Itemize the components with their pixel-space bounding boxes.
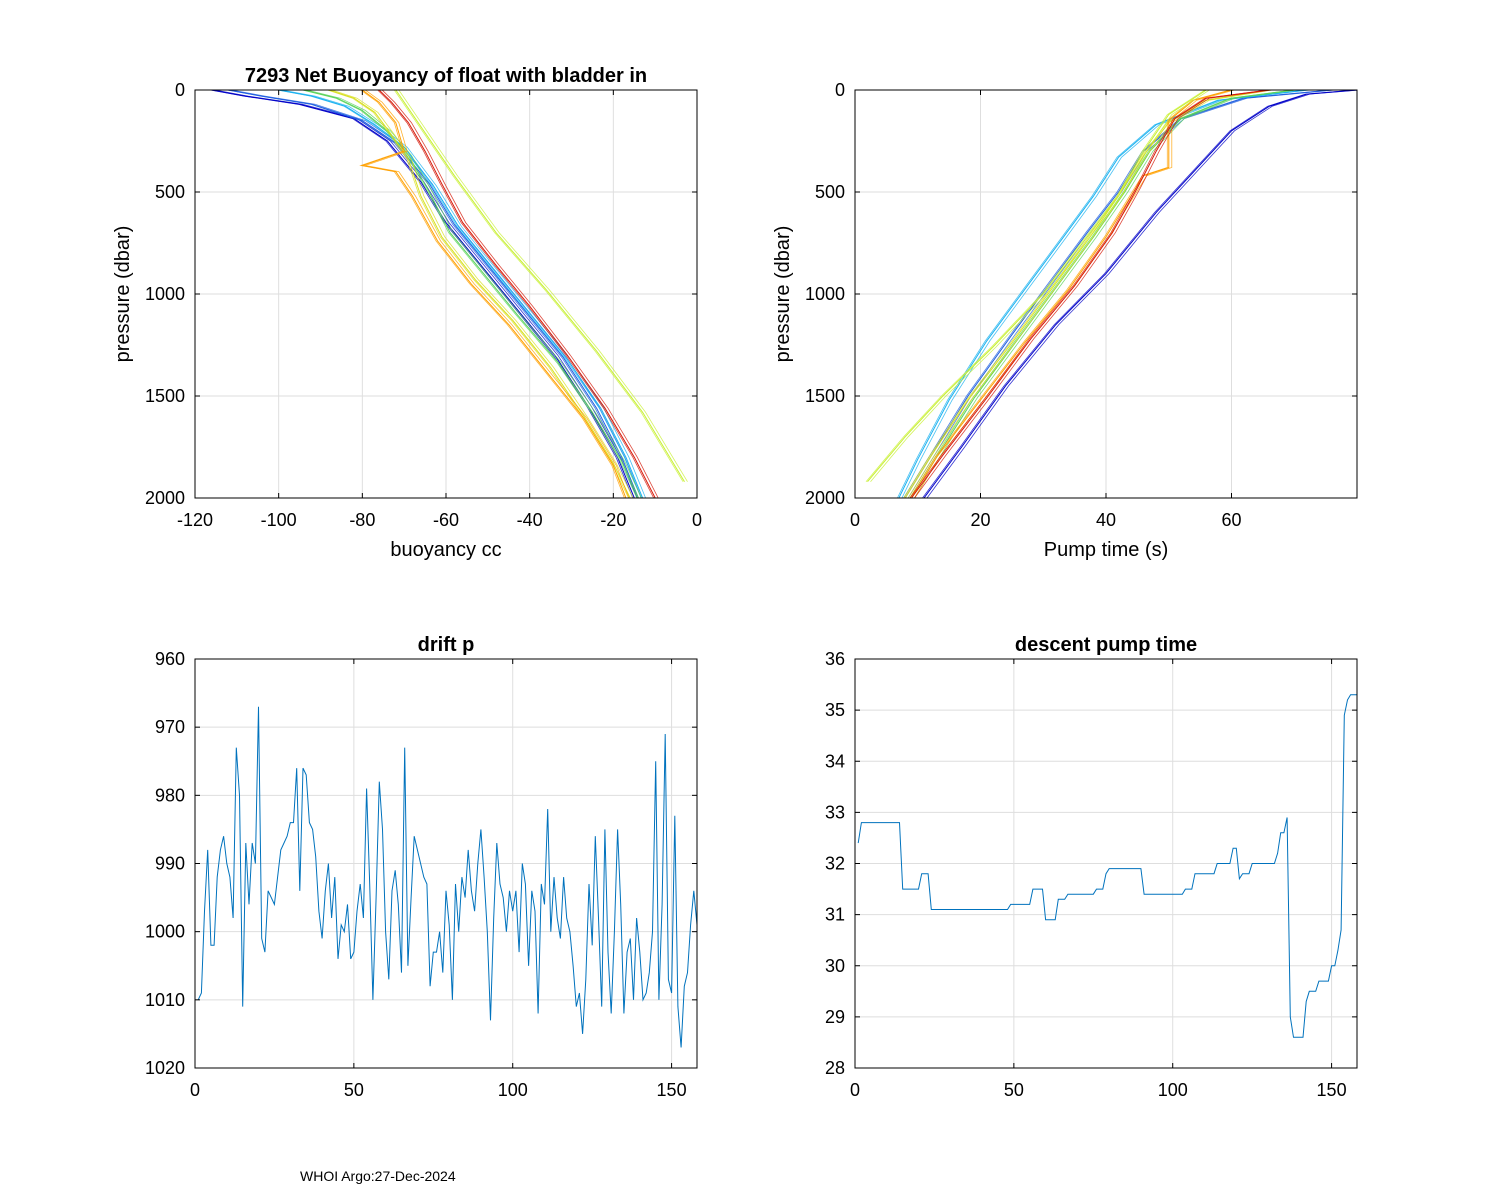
series-line-2-trace-0: [897, 90, 1306, 498]
series-line-5: [911, 90, 1232, 498]
y-tick-label: 29: [825, 1007, 845, 1027]
y-tick-label: 970: [155, 717, 185, 737]
y-tick-label: 1500: [805, 386, 845, 406]
x-tick-label: -100: [261, 510, 297, 530]
y-tick-label: 960: [155, 649, 185, 669]
x-tick-label: -120: [177, 510, 213, 530]
series-line-3-trace-0: [909, 90, 1293, 498]
y-tick-label: 2000: [805, 488, 845, 508]
y-tick-label: 34: [825, 751, 845, 771]
chart-title: 7293 Net Buoyancy of float with bladder …: [245, 65, 647, 87]
series-line-1-trace-0: [226, 90, 638, 498]
x-axis-label: buoyancy cc: [390, 539, 501, 561]
chart-p2: 0 20 40 60 0 500 1000 1500 2000 Pump time (s) pres…: [772, 80, 1358, 561]
series-line-0-trace-0: [922, 90, 1356, 498]
x-axis-label: Pump time (s): [1044, 539, 1168, 561]
series-line-6-trace-0: [377, 90, 655, 498]
series-line-3-trace-1: [306, 90, 642, 498]
x-tick-label: -60: [433, 510, 459, 530]
y-tick-label: 31: [825, 905, 845, 925]
x-tick-label: 100: [498, 1080, 528, 1100]
series-line-3: [303, 90, 639, 498]
y-tick-label: 1000: [805, 284, 845, 304]
x-tick-label: 100: [1158, 1080, 1188, 1100]
series-line-4-trace-1: [907, 90, 1273, 498]
series-line-0: [857, 694, 1357, 1038]
x-tick-label: 0: [850, 510, 860, 530]
y-tick-label: 2000: [145, 488, 185, 508]
series-line-0: [197, 706, 697, 1048]
series-line-6-trace-1: [914, 90, 1273, 498]
series-line-5-trace-0: [909, 90, 1231, 498]
y-tick-label: 1500: [145, 386, 185, 406]
series-line-7-trace-1: [870, 90, 1210, 482]
x-tick-label: 0: [850, 1080, 860, 1100]
y-tick-label: 0: [835, 80, 845, 100]
chart-p4: 0 50 100 150 28 29 30 31 32 33 34 35 36 descent pump …: [825, 634, 1358, 1100]
x-tick-label: 150: [657, 1080, 687, 1100]
series-line-1: [228, 90, 639, 498]
y-tick-label: 30: [825, 956, 845, 976]
y-tick-label: 500: [155, 182, 185, 202]
x-tick-label: 50: [344, 1080, 364, 1100]
x-tick-label: -20: [600, 510, 626, 530]
series-line-2: [278, 90, 644, 498]
y-tick-label: 35: [825, 700, 845, 720]
series-line-3-trace-1: [914, 90, 1298, 498]
x-tick-label: 0: [190, 1080, 200, 1100]
y-tick-label: 1010: [145, 990, 185, 1010]
series-line-7-trace-0: [865, 90, 1206, 482]
chart-title: descent pump time: [1015, 634, 1197, 656]
series-line-4-trace-1: [331, 90, 634, 498]
y-tick-label: 28: [825, 1058, 845, 1078]
y-tick-label: 32: [825, 854, 845, 874]
y-tick-label: 0: [175, 80, 185, 100]
x-tick-label: -40: [517, 510, 543, 530]
series-line-0-trace-1: [926, 90, 1357, 498]
series-line-2-trace-0: [277, 90, 642, 498]
y-axis-label: pressure (dbar): [772, 226, 794, 363]
series-line-6: [911, 90, 1270, 498]
x-tick-label: 50: [1004, 1080, 1024, 1100]
series-line-2-trace-1: [901, 90, 1310, 498]
chart-p3: 0 50 100 150 960 970 980 990 1000 1010 1020 drift p: [145, 634, 698, 1100]
footer-label: WHOI Argo:27-Dec-2024: [300, 1168, 456, 1184]
y-tick-label: 1000: [145, 922, 185, 942]
series-line-7-trace-1: [398, 90, 688, 482]
series-line-3-trace-0: [302, 90, 638, 498]
x-tick-label: 20: [970, 510, 990, 530]
x-tick-label: 40: [1096, 510, 1116, 530]
y-tick-label: 36: [825, 649, 845, 669]
x-tick-label: -80: [349, 510, 375, 530]
y-tick-label: 1000: [145, 284, 185, 304]
series-line-7: [867, 90, 1207, 483]
series-line-5-trace-1: [363, 90, 630, 498]
chart-title: drift p: [418, 634, 475, 656]
x-tick-label: 150: [1317, 1080, 1347, 1100]
series-line-7: [395, 90, 685, 482]
y-tick-label: 500: [815, 182, 845, 202]
chart-p1: -120 -100 -80 -60 -40 -20 0 0 500 1000 1500 2000 729…: [112, 65, 702, 561]
y-tick-label: 980: [155, 785, 185, 805]
series-line-6: [378, 90, 656, 498]
series-line-6-trace-0: [909, 90, 1268, 498]
x-tick-label: 60: [1221, 510, 1241, 530]
y-axis-label: pressure (dbar): [112, 226, 134, 363]
series-line-4: [328, 90, 631, 498]
y-tick-label: 33: [825, 802, 845, 822]
y-tick-label: 1020: [145, 1058, 185, 1078]
series-line-7-trace-0: [393, 90, 684, 482]
series-line-5: [360, 90, 627, 498]
y-tick-label: 990: [155, 854, 185, 874]
series-line-5-trace-0: [359, 90, 625, 498]
series-line-6-trace-1: [381, 90, 659, 498]
x-tick-label: 0: [692, 510, 702, 530]
series-line-0: [923, 90, 1357, 498]
